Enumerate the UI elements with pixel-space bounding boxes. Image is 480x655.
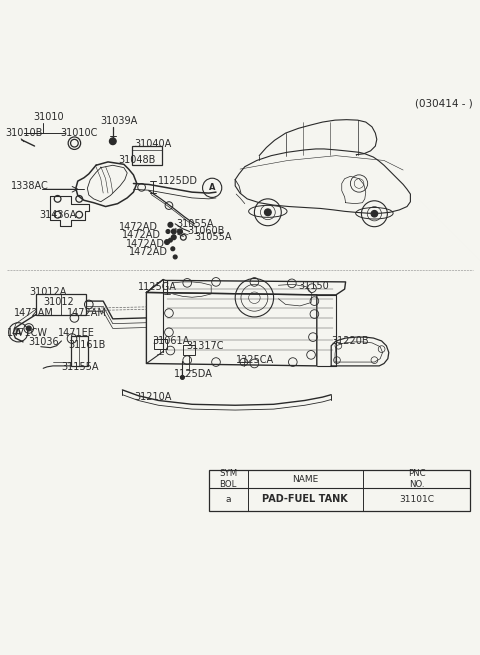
Text: A: A [209,183,216,193]
Text: PNC
NO.: PNC NO. [408,470,426,489]
Text: 1472AD: 1472AD [122,230,161,240]
Text: 31317C: 31317C [186,341,224,351]
Circle shape [166,230,170,233]
Text: 31048B: 31048B [119,155,156,165]
Bar [71,336,88,366]
Text: A: A [15,328,22,337]
Text: 31039A: 31039A [101,116,138,126]
Circle shape [180,375,184,379]
Circle shape [26,326,31,331]
Text: (030414 - ): (030414 - ) [415,98,473,108]
Bar [36,294,86,314]
Text: 31040A: 31040A [134,139,172,149]
Text: NAME: NAME [292,474,318,483]
Text: 1325CA: 1325CA [236,355,274,365]
Text: 31436A: 31436A [39,210,77,221]
Bar [132,146,162,165]
Circle shape [178,229,182,234]
Text: 31150: 31150 [299,280,329,291]
Text: 31036: 31036 [28,337,59,346]
Text: 31010B: 31010B [6,128,43,138]
Circle shape [173,255,177,259]
Circle shape [168,238,172,242]
Text: 31161B: 31161B [68,340,106,350]
Text: a: a [226,495,231,504]
Bar [209,470,470,511]
Circle shape [171,229,176,234]
Circle shape [264,209,271,215]
Bar [154,339,167,349]
Text: 31010C: 31010C [60,128,97,138]
Text: 31155A: 31155A [61,362,99,371]
Text: 1471EE: 1471EE [58,328,95,338]
Text: 1125DA: 1125DA [174,369,213,379]
Circle shape [371,210,378,217]
Text: 1472AD: 1472AD [129,247,168,257]
Text: 1471CW: 1471CW [7,328,48,338]
Text: 1472AM: 1472AM [14,308,54,318]
Text: 1472AD: 1472AD [119,221,158,231]
Text: 31012A: 31012A [30,288,67,297]
Text: 31101C: 31101C [399,495,434,504]
Text: 1472AD: 1472AD [126,239,165,249]
Text: 31220B: 31220B [331,336,369,346]
Text: 1338AC: 1338AC [11,181,48,191]
Circle shape [171,235,176,240]
Text: 1472AM: 1472AM [67,308,107,318]
Circle shape [171,247,175,251]
Text: 1125GA: 1125GA [138,282,177,293]
Text: PAD-FUEL TANK: PAD-FUEL TANK [263,495,348,504]
Text: 31061A: 31061A [153,336,190,346]
Text: SYM
BOL: SYM BOL [219,470,237,489]
Text: 31055A: 31055A [194,232,232,242]
Bar [183,345,195,355]
Text: 31060B: 31060B [187,226,225,236]
Text: 31010: 31010 [34,112,64,122]
Text: 1125DD: 1125DD [158,176,198,186]
Text: 31012: 31012 [43,297,74,307]
Circle shape [109,138,116,145]
Circle shape [168,223,173,227]
Text: 31210A: 31210A [134,392,172,402]
Circle shape [165,240,169,244]
Text: 31055A: 31055A [177,219,214,229]
